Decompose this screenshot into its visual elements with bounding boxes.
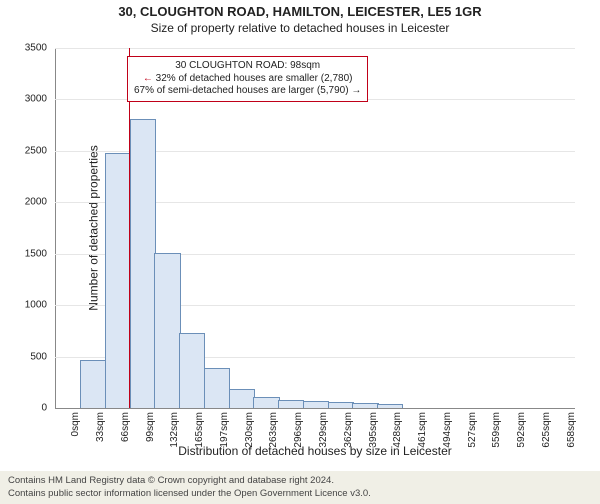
chart-container: Number of detached properties 0sqm33sqm6… xyxy=(55,48,575,408)
footer-line-1: Contains HM Land Registry data © Crown c… xyxy=(8,475,592,487)
histogram-bar xyxy=(352,403,378,408)
histogram-bar xyxy=(105,153,131,408)
callout-line-3: 67% of semi-detached houses are larger (… xyxy=(134,85,361,98)
y-tick-label: 1500 xyxy=(17,248,47,259)
page-title: 30, CLOUGHTON ROAD, HAMILTON, LEICESTER,… xyxy=(0,4,600,19)
y-tick-label: 2500 xyxy=(17,145,47,156)
histogram-bar xyxy=(377,404,403,408)
x-tick-label: 263sqm xyxy=(268,412,279,448)
gridline xyxy=(55,48,575,49)
x-tick-label: 329sqm xyxy=(318,412,329,448)
x-tick-label: 230sqm xyxy=(244,412,255,448)
x-tick-label: 592sqm xyxy=(516,412,527,448)
x-tick-label: 625sqm xyxy=(541,412,552,448)
plot-area: 0sqm33sqm66sqm99sqm132sqm165sqm197sqm230… xyxy=(55,48,575,408)
histogram-bar xyxy=(204,368,230,408)
x-tick-label: 132sqm xyxy=(169,412,180,448)
y-tick-label: 3500 xyxy=(17,43,47,54)
x-axis-label: Distribution of detached houses by size … xyxy=(55,444,575,458)
histogram-bar xyxy=(253,397,279,408)
page-subtitle: Size of property relative to detached ho… xyxy=(0,21,600,35)
x-tick-label: 33sqm xyxy=(95,412,106,442)
histogram-bar xyxy=(328,402,354,408)
x-tick-label: 527sqm xyxy=(467,412,478,448)
footer: Contains HM Land Registry data © Crown c… xyxy=(0,471,600,504)
histogram-bar xyxy=(154,253,180,408)
callout-line-2: ← 32% of detached houses are smaller (2,… xyxy=(134,73,361,86)
x-tick-label: 395sqm xyxy=(368,412,379,448)
x-tick-label: 296sqm xyxy=(293,412,304,448)
x-tick-label: 461sqm xyxy=(417,412,428,448)
x-tick-label: 559sqm xyxy=(491,412,502,448)
arrow-left-icon: ← xyxy=(143,73,156,84)
histogram-bar xyxy=(179,333,205,408)
histogram-bar xyxy=(130,119,156,408)
y-axis-line xyxy=(55,48,56,408)
x-tick-label: 658sqm xyxy=(566,412,577,448)
x-tick-label: 197sqm xyxy=(219,412,230,448)
property-marker-line xyxy=(129,48,130,408)
x-axis-line xyxy=(55,408,575,409)
x-tick-label: 66sqm xyxy=(120,412,131,442)
callout-line-1: 30 CLOUGHTON ROAD: 98sqm xyxy=(134,60,361,73)
x-tick-label: 99sqm xyxy=(145,412,156,442)
y-tick-label: 0 xyxy=(17,403,47,414)
histogram-bar xyxy=(278,400,304,408)
y-tick-label: 3000 xyxy=(17,94,47,105)
x-tick-label: 428sqm xyxy=(392,412,403,448)
y-tick-label: 1000 xyxy=(17,300,47,311)
histogram-bar xyxy=(80,360,106,408)
y-tick-label: 2000 xyxy=(17,197,47,208)
histogram-bar xyxy=(229,389,255,409)
x-tick-label: 165sqm xyxy=(194,412,205,448)
y-tick-label: 500 xyxy=(17,351,47,362)
x-tick-label: 362sqm xyxy=(343,412,354,448)
x-tick-label: 494sqm xyxy=(442,412,453,448)
histogram-bar xyxy=(303,401,329,408)
callout-box: 30 CLOUGHTON ROAD: 98sqm ← 32% of detach… xyxy=(127,56,368,102)
x-tick-label: 0sqm xyxy=(70,412,81,436)
footer-line-2: Contains public sector information licen… xyxy=(8,488,592,500)
